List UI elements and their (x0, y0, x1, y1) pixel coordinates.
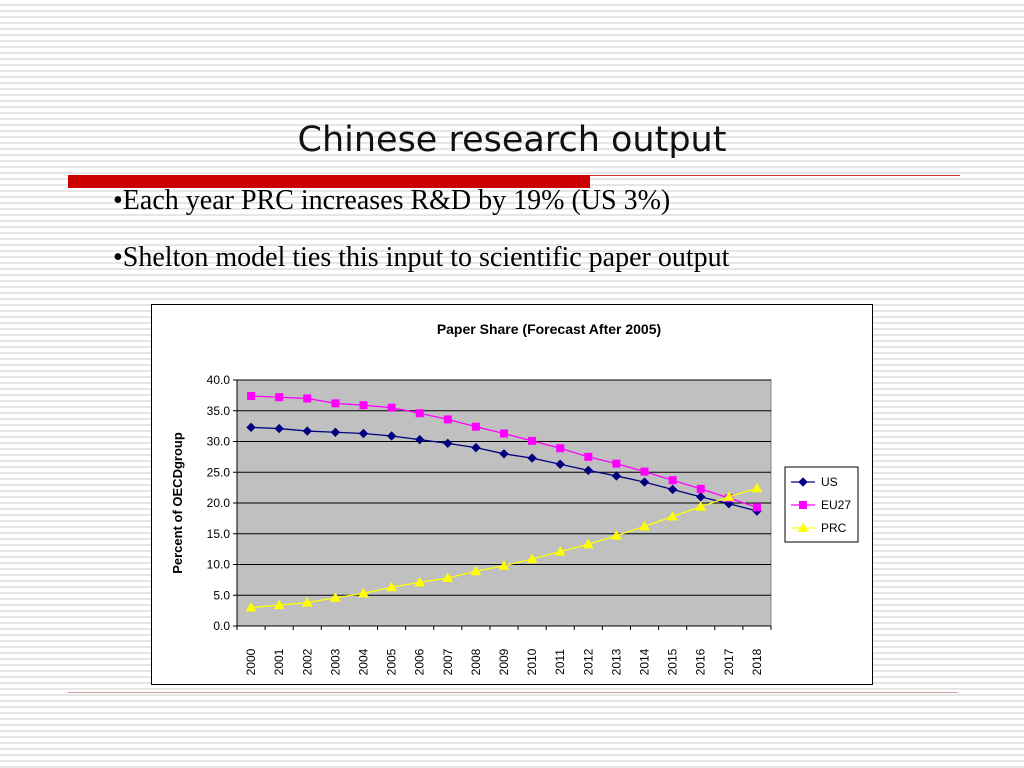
data-point-us (499, 449, 509, 459)
data-point-prc (611, 530, 622, 540)
data-point-prc (358, 587, 369, 598)
x-tick-label: 2015 (666, 648, 680, 675)
data-point-prc (301, 597, 313, 607)
y-tick-label: 25.0 (207, 465, 231, 479)
data-point-us (274, 423, 284, 434)
x-tick-label: 2013 (609, 648, 623, 675)
legend-marker-eu27 (799, 501, 807, 509)
legend-label-prc: PRC (821, 521, 847, 535)
x-tick-label: 2010 (525, 648, 539, 675)
y-tick-label: 40.0 (207, 373, 231, 387)
data-point-prc (667, 511, 678, 521)
data-point-prc (386, 581, 397, 592)
chart-frame: Paper Share (Forecast After 2005) 0.0 5.0 1… (151, 304, 873, 685)
x-tick-label: 2009 (497, 648, 511, 675)
data-point-eu27 (556, 444, 565, 453)
data-point-eu27 (696, 484, 705, 493)
data-point-eu27 (668, 476, 677, 485)
x-tick-label: 2002 (300, 648, 314, 675)
data-point-eu27 (640, 467, 649, 476)
y-tick-label: 30.0 (207, 435, 231, 449)
data-point-eu27 (303, 394, 312, 403)
y-tick-label: 0.0 (213, 619, 230, 633)
x-tick-label: 2001 (272, 648, 286, 675)
y-tick-label: 20.0 (207, 496, 231, 510)
x-tick-label: 2012 (581, 648, 595, 675)
data-point-prc (245, 602, 257, 612)
data-point-prc (470, 565, 482, 576)
line-chart: Paper Share (Forecast After 2005) 0.0 5.0 1… (170, 321, 859, 675)
bullet-1: •Each year PRC increases R&D by 19% (US … (113, 185, 671, 216)
x-tick-label: 2014 (638, 648, 652, 675)
y-tick-label: 15.0 (207, 527, 231, 541)
data-point-prc (554, 546, 566, 556)
data-point-eu27 (528, 436, 537, 445)
legend-marker-prc (797, 522, 809, 532)
x-tick-label: 2017 (722, 648, 736, 675)
data-point-us (414, 434, 425, 445)
y-tick-label: 35.0 (207, 404, 231, 418)
legend-marker-us (798, 477, 808, 487)
data-point-eu27 (500, 429, 508, 438)
data-point-eu27 (584, 452, 593, 461)
data-point-eu27 (471, 422, 480, 431)
x-tick-label: 2016 (694, 648, 708, 675)
data-point-us (611, 471, 622, 481)
data-point-us (527, 453, 537, 463)
data-point-us (330, 427, 341, 437)
x-tick-label: 2004 (356, 648, 370, 675)
data-point-prc (414, 576, 426, 587)
data-point-us (667, 484, 678, 495)
x-tick-label: 2007 (441, 648, 455, 675)
x-tick-label: 2011 (553, 649, 567, 675)
data-point-prc (582, 538, 594, 549)
data-point-eu27 (247, 391, 256, 400)
x-tick-label: 2006 (413, 648, 427, 675)
slide-title: Chinese research output (297, 120, 727, 160)
data-point-us (696, 492, 706, 502)
title-underline-thin (590, 175, 960, 176)
data-point-eu27 (359, 401, 368, 410)
data-point-eu27 (415, 409, 424, 418)
title-underline-red (68, 175, 590, 188)
x-tick-label: 2000 (244, 648, 258, 675)
data-point-us (443, 438, 453, 449)
x-tick-label: 2018 (750, 648, 764, 675)
data-point-prc (723, 491, 735, 501)
data-point-prc (695, 501, 707, 511)
data-point-us (555, 459, 565, 469)
data-point-eu27 (752, 503, 761, 512)
bullet-2: •Shelton model ties this input to scient… (113, 242, 730, 273)
y-axis-label: Percent of OECDgroup (170, 432, 185, 574)
data-point-prc (498, 560, 510, 570)
data-point-us (302, 426, 312, 436)
x-tick-label: 2003 (328, 648, 342, 675)
data-point-prc (751, 482, 763, 493)
data-point-eu27 (331, 399, 340, 408)
data-point-prc (526, 553, 538, 563)
data-point-prc (273, 599, 285, 610)
data-point-eu27 (387, 403, 396, 412)
y-tick-label: 5.0 (213, 588, 230, 602)
data-point-us (639, 477, 650, 487)
data-point-prc (639, 520, 650, 531)
data-point-us (358, 428, 369, 439)
y-tick-label: 10.0 (207, 558, 231, 572)
data-point-prc (330, 592, 341, 602)
x-tick-label: 2008 (469, 648, 483, 675)
data-point-us (246, 422, 256, 433)
legend-label-us: US (821, 475, 838, 489)
data-point-us (386, 431, 397, 441)
data-point-eu27 (612, 459, 621, 468)
chart-title: Paper Share (Forecast After 2005) (437, 321, 661, 337)
data-point-eu27 (443, 415, 452, 424)
data-point-eu27 (275, 393, 284, 402)
x-tick-label: 2005 (385, 648, 399, 675)
data-point-us (471, 442, 481, 453)
legend-label-eu27: EU27 (821, 498, 851, 512)
data-point-prc (442, 572, 454, 583)
data-point-us (583, 465, 594, 476)
bottom-divider (68, 692, 958, 693)
